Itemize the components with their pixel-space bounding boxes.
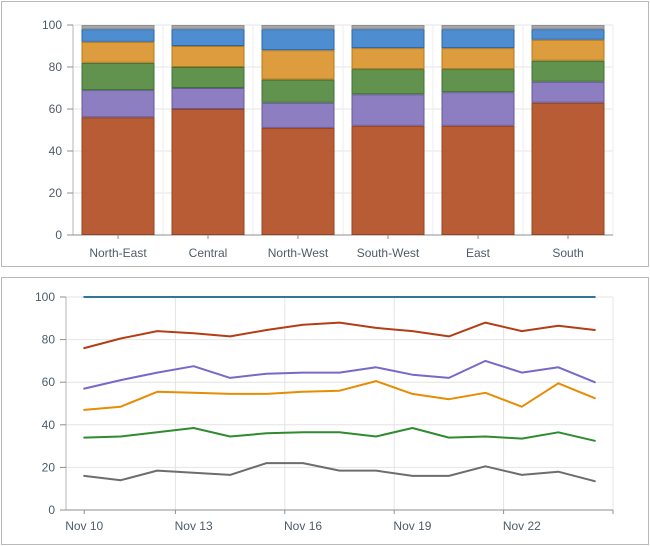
bar-segment-blue-North-West[interactable] [261,29,335,51]
bar-segment-gray-South[interactable] [531,25,605,30]
bar-segment-blue-East[interactable] [441,29,515,49]
x-axis-date-label: Nov 13 [175,519,213,533]
y-axis-tick-label: 60 [42,375,56,389]
y-axis-tick-label: 60 [49,102,63,116]
line-red[interactable] [83,321,596,350]
x-axis-date-label: Nov 16 [284,519,322,533]
y-axis-tick-label: 0 [48,503,55,517]
stacked-bar-chart-panel: 0 20 40 60 80 100 North-East Central North-West S… [1,1,649,267]
line-orange[interactable] [83,380,596,411]
bar-segment-gray-South-West[interactable] [351,25,425,30]
bar-segment-blue-North-East[interactable] [81,29,155,42]
bar-segment-gray-East[interactable] [441,25,515,30]
line-purple[interactable] [83,359,596,390]
bar-segment-orange-East[interactable] [441,48,515,70]
bar-segment-green-South[interactable] [531,60,605,82]
bar-segment-green-South-West[interactable] [351,69,425,95]
x-axis-category-label: East [466,246,491,260]
bar-segment-rust-South[interactable] [531,102,605,235]
bar-segment-green-North-West[interactable] [261,79,335,103]
y-axis-tick-label: 80 [49,60,63,74]
x-axis-category-label: North-West [268,246,329,260]
bar-segment-rust-Central[interactable] [171,109,245,235]
bar-segment-orange-South[interactable] [531,39,605,61]
bar-segment-purple-North-West[interactable] [261,102,335,128]
y-axis-tick-label: 0 [55,228,62,242]
bar-segment-rust-North-West[interactable] [261,127,335,235]
bar-segment-purple-South-West[interactable] [351,94,425,126]
bar-segment-orange-North-West[interactable] [261,50,335,80]
bar-segment-orange-North-East[interactable] [81,41,155,63]
y-axis-tick-label: 100 [42,18,62,32]
bar-segment-purple-North-East[interactable] [81,90,155,118]
bar-segment-green-East[interactable] [441,69,515,93]
y-axis-tick-label: 40 [49,144,63,158]
bar-segment-gray-North-East[interactable] [81,25,155,30]
x-axis-date-label: Nov 10 [65,519,103,533]
y-axis-tick-label: 40 [42,418,56,432]
bar-segment-gray-Central[interactable] [171,25,245,30]
bar-segment-blue-South-West[interactable] [351,29,425,49]
x-axis-category-label: North-East [89,246,147,260]
bar-segment-rust-South-West[interactable] [351,125,425,235]
bar-segment-green-North-East[interactable] [81,62,155,91]
bar-segment-green-Central[interactable] [171,67,245,88]
y-axis-tick-label: 80 [42,333,56,347]
bar-segment-gray-North-West[interactable] [261,25,335,30]
bar-segment-purple-South[interactable] [531,81,605,103]
x-axis-category-label: South-West [357,246,420,260]
x-axis-date-label: Nov 19 [393,519,431,533]
bar-segment-purple-Central[interactable] [171,88,245,109]
bar-segment-orange-Central[interactable] [171,46,245,67]
line-green[interactable] [83,427,596,442]
stacked-bar-chart: 0 20 40 60 80 100 North-East Central North-West S… [42,18,614,260]
x-axis-date-label: Nov 22 [503,519,541,533]
y-axis-tick-label: 100 [35,290,55,304]
line-chart-panel: 0 20 40 60 80 100 Nov 10 Nov 13 Nov 16 Nov 19 Nov … [1,277,649,545]
bar-segment-rust-East[interactable] [441,125,515,235]
line-gray[interactable] [83,462,596,483]
bar-segment-orange-South-West[interactable] [351,48,425,70]
x-axis-category-label: South [552,246,583,260]
bar-segment-blue-South[interactable] [531,29,605,40]
y-axis-tick-label: 20 [49,186,63,200]
bar-segment-blue-Central[interactable] [171,29,245,47]
y-axis-tick-label: 20 [42,460,56,474]
x-axis-category-label: Central [189,246,228,260]
line-chart: 0 20 40 60 80 100 Nov 10 Nov 13 Nov 16 Nov 19 Nov … [35,290,614,533]
bar-segment-rust-North-East[interactable] [81,117,155,235]
bar-segment-purple-East[interactable] [441,92,515,126]
